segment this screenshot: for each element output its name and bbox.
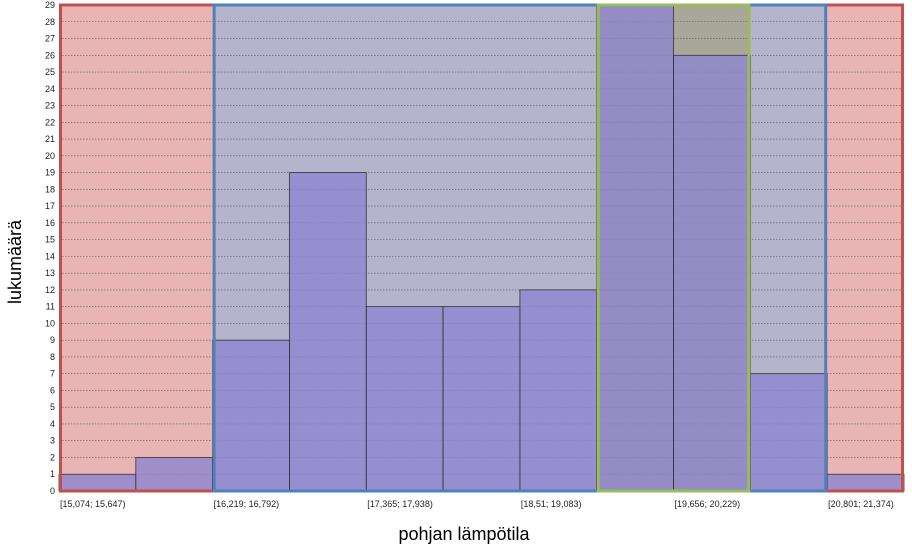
y-tick-labels: 0123456789101112131415161718192021222324… — [45, 0, 55, 496]
y-tick-label: 25 — [45, 67, 55, 77]
y-tick-label: 7 — [50, 369, 55, 379]
bar — [673, 54, 751, 492]
y-tick-label: 24 — [45, 84, 55, 94]
y-tick-label: 16 — [45, 218, 55, 228]
bar — [519, 289, 598, 492]
x-tick-labels: [15,074; 15,647) [16,219; 16,792) [17,365;… — [60, 499, 894, 509]
y-tick-label: 18 — [45, 184, 55, 194]
region-borders — [59, 3, 904, 493]
y-tick-label: 22 — [45, 117, 55, 127]
y-tick-label: 23 — [45, 101, 55, 111]
x-tick-label: [15,074; 15,647) — [60, 499, 126, 509]
y-tick-label: 0 — [50, 486, 55, 496]
bar — [442, 306, 521, 492]
y-tick-label: 1 — [50, 469, 55, 479]
y-tick-label: 11 — [46, 302, 55, 312]
y-tick-label: 12 — [45, 285, 55, 295]
y-tick-label: 8 — [50, 352, 55, 362]
x-axis-title: pohjan lämpötila — [398, 524, 530, 544]
x-tick-label: [17,365; 17,938) — [367, 499, 433, 509]
y-tick-label: 10 — [45, 318, 55, 328]
y-tick-label: 28 — [45, 17, 55, 27]
y-tick-label: 4 — [50, 419, 55, 429]
bar — [826, 473, 905, 492]
bar — [365, 306, 444, 492]
y-tick-label: 13 — [45, 268, 55, 278]
y-tick-label: 17 — [45, 201, 55, 211]
y-tick-label: 19 — [45, 168, 55, 178]
y-tick-label: 15 — [45, 235, 55, 245]
y-tick-label: 21 — [45, 134, 55, 144]
bar — [58, 473, 137, 492]
bar — [289, 172, 367, 492]
x-tick-label: [20,801; 21,374) — [828, 499, 894, 509]
y-tick-label: 20 — [45, 151, 55, 161]
bar — [596, 4, 674, 492]
bar — [749, 373, 828, 492]
bar — [212, 339, 290, 492]
y-tick-label: 29 — [45, 0, 55, 10]
y-tick-label: 3 — [50, 436, 55, 446]
y-tick-label: 14 — [45, 251, 55, 261]
y-tick-label: 9 — [50, 335, 55, 345]
y-axis-title: lukumäärä — [5, 219, 25, 304]
y-tick-label: 5 — [50, 402, 55, 412]
y-tick-label: 2 — [50, 452, 55, 462]
bar — [135, 457, 214, 492]
region-border-middle — [212, 3, 828, 493]
bars — [58, 4, 905, 492]
x-tick-label: [19,656; 20,229) — [675, 499, 741, 509]
region-border-inner — [596, 3, 751, 493]
y-tick-label: 6 — [50, 385, 55, 395]
y-tick-label: 26 — [45, 50, 55, 60]
x-tick-label: [16,219; 16,792) — [214, 499, 280, 509]
x-tick-label: [18,51; 19,083) — [521, 499, 582, 509]
y-tick-label: 27 — [45, 34, 55, 44]
